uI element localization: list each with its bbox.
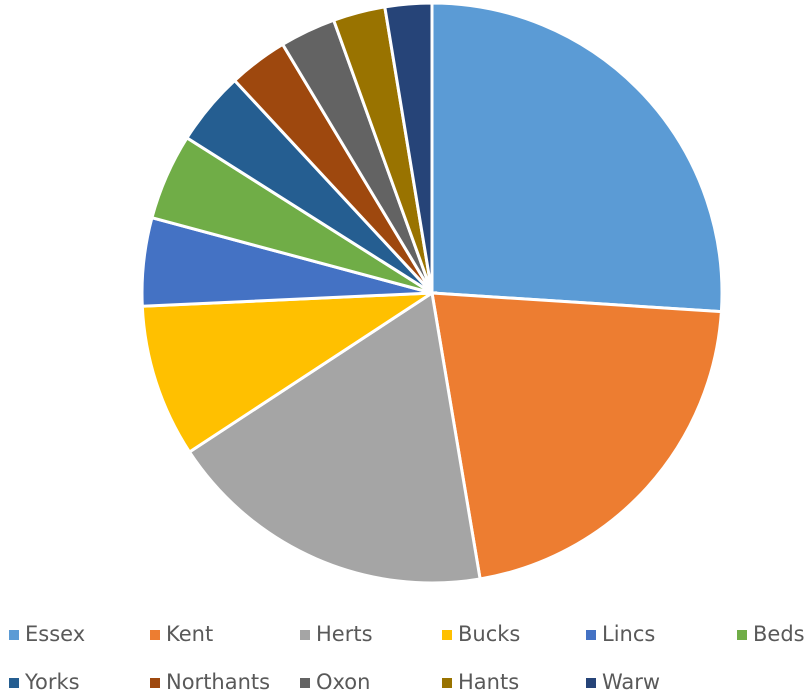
legend-label: Lincs [602,622,655,646]
legend-label: Essex [25,622,85,646]
legend-label: Hants [458,670,519,694]
legend-label: Beds [753,622,805,646]
pie-slice [140,291,438,455]
legend-label: Oxon [316,670,370,694]
legend-label: Warw [602,670,660,694]
legend-swatch [442,630,452,640]
legend-label: Northants [166,670,270,694]
pie-slice [430,291,723,581]
legend-label: Herts [316,622,373,646]
legend-swatch [150,630,160,640]
pie-slice [187,290,482,585]
legend-label: Yorks [24,670,80,694]
legend-swatch [9,678,19,688]
legend-swatch [586,678,596,688]
legend-label: Bucks [458,622,520,646]
legend-swatch [442,678,452,688]
pie-slice [383,1,434,294]
pie-slice [430,1,724,314]
legend-swatch [737,630,747,640]
legend-label: Kent [166,622,213,646]
legend-swatch [150,678,160,688]
legend-swatch [9,630,19,640]
legend-swatch [586,630,596,640]
legend-swatch [300,678,310,688]
legend-swatch [300,630,310,640]
